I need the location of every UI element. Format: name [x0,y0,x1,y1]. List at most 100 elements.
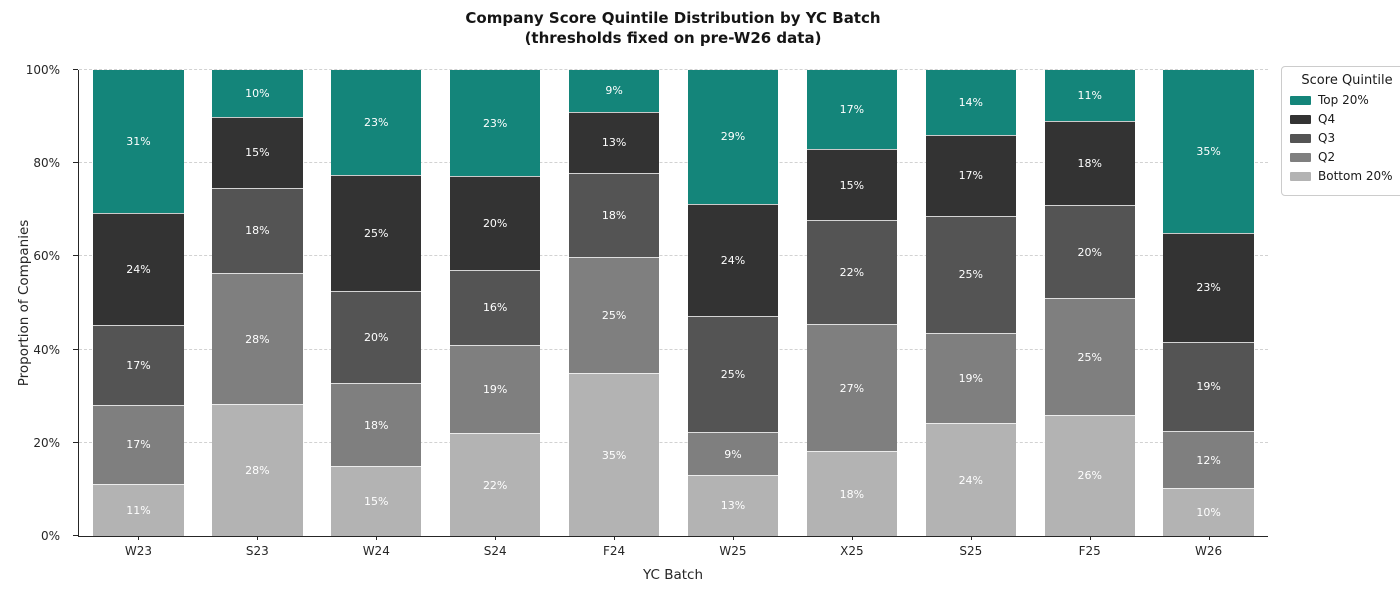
x-tick-label: S24 [483,544,507,558]
bar-segment-label: 18% [839,487,865,501]
bar-segment-label: 10% [1196,506,1221,520]
legend-swatch [1290,133,1311,143]
stacked-bar: 31% 24% 17% 17% 11% [93,70,184,536]
bar-segment-label: 15% [364,495,389,509]
x-tick-label: W25 [719,544,747,558]
bar-slot: 10% 15% 18% 28% 28% [198,70,317,537]
bar-segment-label: 29% [720,130,746,144]
bar-segment: 27% [806,324,898,451]
bar-segment: 9% [687,432,779,475]
bar-segment: 25% [687,315,779,433]
bar-segment: 25% [925,215,1016,334]
bar-segment: 12% [1163,431,1254,489]
x-tick: F24 [555,536,674,558]
legend-entry-label: Q3 [1318,131,1336,145]
x-axis-label: YC Batch [642,567,704,583]
legend-entry: Bottom 20% [1290,169,1400,183]
x-tick: S24 [436,536,555,558]
bar-segment: 19% [449,344,541,434]
stacked-bar: 11% 18% 20% 25% 26% [1044,70,1135,536]
bar-segment-label: 19% [958,372,984,386]
bar-segment: 18% [568,172,660,257]
bar-segment-label: 14% [958,96,984,110]
legend: Score Quintile Top 20% Q4 Q3 Q2 Bottom 20% [1281,66,1400,196]
y-tick-mark [73,162,78,164]
bar-segment: 18% [212,187,303,273]
legend-entry: Top 20% [1290,93,1400,107]
bar-segment: 26% [1044,414,1135,536]
legend-entry: Q2 [1290,150,1400,164]
bar-segment-label: 23% [482,116,508,130]
bar-segment: 29% [687,70,779,204]
bar-segment: 25% [331,175,422,291]
legend-entries: Top 20% Q4 Q3 Q2 Bottom 20% [1290,93,1400,183]
chart-title: Company Score Quintile Distribution by Y… [78,8,1268,49]
bar-slot: 35% 23% 19% 12% 10% [1149,70,1268,536]
x-tick: W25 [674,536,793,558]
x-tick-mark [376,536,378,540]
x-tick-label: W24 [362,544,390,558]
chart-title-line1: Company Score Quintile Distribution by Y… [465,9,881,27]
bar-segment-label: 26% [1077,469,1102,483]
bar-segment-label: 18% [601,208,627,222]
bar-segment-label: 12% [1196,453,1221,467]
bar-segment-label: 25% [364,226,389,240]
bar-segment-label: 24% [720,253,746,267]
x-tick-label: F24 [602,544,626,558]
bar-slot: 9% 13% 18% 25% 35% [555,70,674,536]
plot-area: 0% 20% 40% 60% 80% 100% 31% 24% 17% 17% 11% 10% 15%… [26,63,1268,558]
bar-segment-label: 19% [1196,380,1221,394]
x-axis-tick-labels: W23 S23 W24 S24 F24 W25 X25 S25 F25 W26 [79,536,1268,558]
x-tick-mark [495,536,497,540]
bar-segment: 11% [93,484,184,536]
bar-segment-label: 9% [724,447,742,461]
bar-segment-label: 22% [482,478,508,492]
x-tick-mark [851,536,853,540]
legend-entry-label: Bottom 20% [1318,169,1393,183]
bar-segment-label: 13% [601,136,627,150]
bar-segment-label: 24% [958,473,984,487]
y-tick-label: 60% [33,249,60,264]
bar-slot: 23% 25% 20% 18% 15% [317,70,436,536]
y-tick-label: 20% [33,435,60,450]
bar-segment-label: 11% [1077,88,1102,102]
bar-segment-label: 20% [1077,245,1102,259]
bar-segment: 19% [1163,341,1254,432]
bar-segment-label: 23% [1196,281,1221,295]
x-tick: W24 [317,536,436,558]
y-tick-mark [73,535,78,536]
bar-segment-label: 17% [958,169,984,183]
bar-segment-label: 27% [839,381,865,395]
x-tick-label: S23 [245,544,269,558]
bar-slot: 29% 24% 25% 9% 13% [674,70,793,536]
bar-segment: 9% [568,70,660,112]
bar-segment: 17% [93,325,184,405]
bar-segment-label: 17% [126,438,151,452]
bar-segment-label: 15% [245,146,270,160]
y-tick-label: 100% [25,63,60,77]
bar-segment-label: 25% [720,368,746,382]
y-tick-label: 40% [33,342,60,357]
x-tick-mark [1208,536,1210,540]
stacked-bar: 9% 13% 18% 25% 35% [568,70,660,536]
bar-segment-label: 25% [1077,350,1102,364]
bar-segment: 15% [212,116,303,188]
stacked-bar: 10% 15% 18% 28% 28% [212,70,303,537]
bar-segment-label: 13% [720,499,746,513]
bar-segment: 24% [925,423,1016,536]
legend-entry-label: Q2 [1318,150,1336,164]
x-tick: S25 [911,536,1030,558]
bar-segment-label: 20% [482,216,508,230]
bar-segment-label: 23% [364,116,389,130]
bar-segment-label: 18% [245,224,270,238]
bar-segment: 10% [1163,488,1254,536]
bar-segment: 22% [806,220,898,324]
legend-entry-label: Q4 [1318,112,1336,126]
stacked-bar: 23% 25% 20% 18% 15% [331,70,422,536]
y-tick-label: 80% [33,156,60,171]
bar-segment-label: 19% [482,382,508,396]
bar-segment-label: 9% [605,84,623,98]
x-tick: W26 [1149,536,1268,558]
bar-segment: 20% [331,290,422,384]
